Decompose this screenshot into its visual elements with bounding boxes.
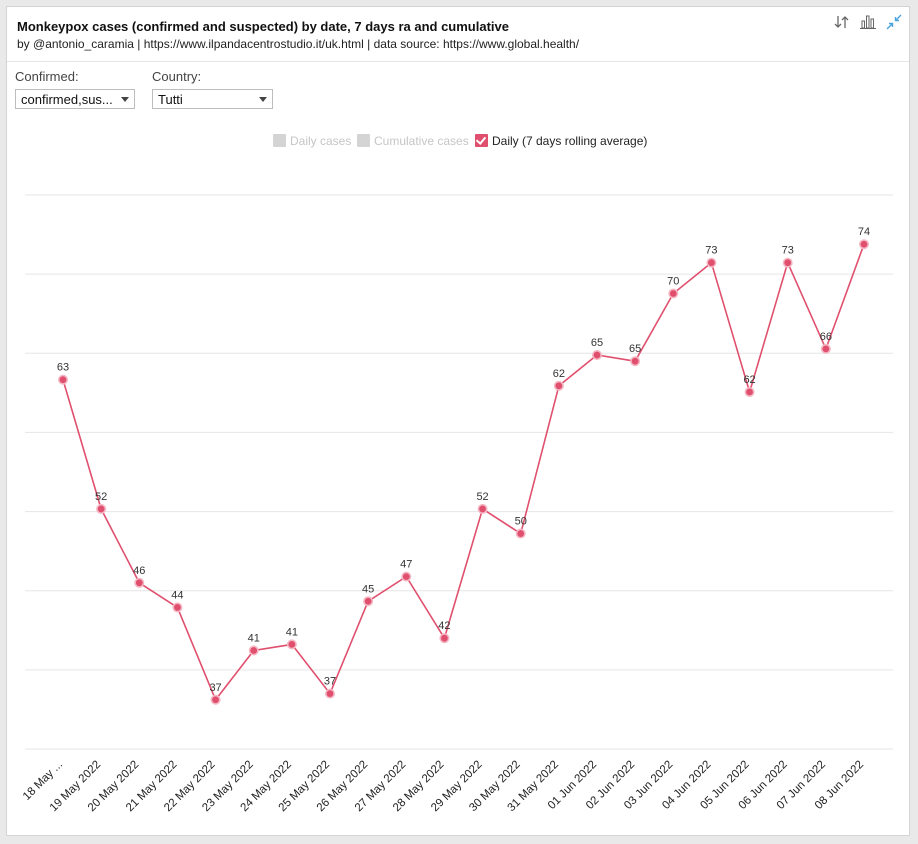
country-select[interactable]: Tutti [152,89,273,109]
data-point[interactable] [706,257,717,268]
data-label: 37 [209,682,221,694]
chevron-down-icon [121,97,129,102]
data-label: 74 [858,226,870,238]
legend-swatch-cumulative-cases [357,134,370,147]
data-point[interactable] [591,350,602,361]
data-point[interactable] [286,639,297,650]
data-label: 70 [667,275,679,287]
collapse-icon[interactable] [885,13,903,31]
series-line-layer [62,243,865,702]
sort-icon[interactable] [833,13,851,31]
data-label: 65 [629,343,641,355]
bar-chart-icon[interactable] [859,13,877,31]
data-point[interactable] [96,503,107,514]
chart-legend: Daily cases Cumulative cases Daily (7 da… [273,133,653,149]
data-label: 37 [324,676,336,688]
data-label: 45 [362,583,374,595]
data-point[interactable] [668,288,679,299]
data-label: 66 [820,331,832,343]
data-label: 50 [515,516,527,528]
line-chart: 63 52 46 44 37 41 41 37 45 47 42 52 50 62 65 65 70 73 62 73… [21,194,893,815]
data-point[interactable] [324,688,335,699]
legend-daily-cases[interactable]: Daily cases [273,133,353,149]
data-label: 63 [57,362,69,374]
chart-title: Monkeypox cases (confirmed and suspected… [17,19,509,34]
data-label: 65 [591,337,603,349]
data-label: 47 [400,559,412,571]
data-point[interactable] [172,602,183,613]
chart-subtitle: by @antonio_caramia | https://www.ilpand… [17,37,580,51]
legend-label-cumulative-cases: Cumulative cases [374,134,469,148]
legend-rolling-average[interactable]: Daily (7 days rolling average) [475,133,653,149]
data-label: 73 [782,245,794,257]
data-point[interactable] [439,633,450,644]
data-point[interactable] [782,257,793,268]
data-point[interactable] [858,239,869,250]
legend-cumulative-cases[interactable]: Cumulative cases [357,133,469,149]
data-label: 52 [95,491,107,503]
data-labels: 63 52 46 44 37 41 41 37 45 47 42 52 50 62 65 65 70 73 62 73… [57,226,870,694]
data-label: 41 [286,626,298,638]
data-label: 46 [133,565,145,577]
chart-header: Monkeypox cases (confirmed and suspected… [7,7,909,62]
data-label: 41 [248,633,260,645]
confirmed-filter: Confirmed: confirmed,sus... [15,69,135,109]
data-point[interactable] [744,386,755,397]
legend-swatch-rolling-average [475,134,488,147]
grid-lines [25,194,893,750]
data-label: 42 [438,620,450,632]
data-point[interactable] [401,571,412,582]
legend-label-daily-cases: Daily cases [290,134,352,148]
legend-swatch-daily-cases [273,134,286,147]
data-label: 73 [705,245,717,257]
country-filter-label: Country: [152,69,202,84]
data-point[interactable] [134,577,145,588]
confirmed-select[interactable]: confirmed,sus... [15,89,135,109]
data-point[interactable] [515,528,526,539]
chevron-down-icon [259,97,267,102]
country-select-value: Tutti [158,92,183,107]
chart-panel: Monkeypox cases (confirmed and suspected… [6,6,910,836]
data-label: 62 [553,368,565,380]
data-point[interactable] [363,596,374,607]
data-label: 62 [743,374,755,386]
data-point[interactable] [820,343,831,354]
data-point[interactable] [57,374,68,385]
confirmed-select-value: confirmed,sus... [21,92,113,107]
data-point[interactable] [630,356,641,367]
data-points [57,239,869,705]
data-point[interactable] [248,645,259,656]
data-point[interactable] [210,694,221,705]
data-label: 52 [476,491,488,503]
data-point[interactable] [553,380,564,391]
legend-label-rolling-average: Daily (7 days rolling average) [492,134,648,148]
confirmed-filter-label: Confirmed: [15,69,79,84]
series-line [62,243,865,702]
country-filter: Country: Tutti [152,69,273,109]
data-label: 44 [171,589,183,601]
data-point[interactable] [477,503,488,514]
